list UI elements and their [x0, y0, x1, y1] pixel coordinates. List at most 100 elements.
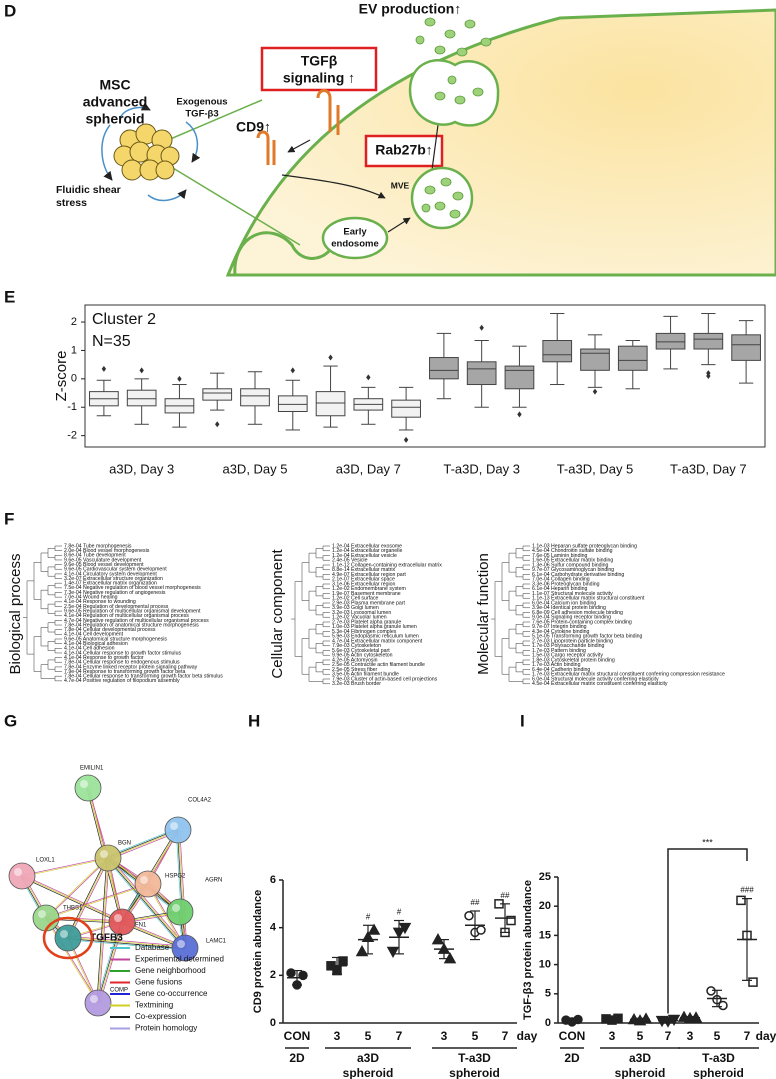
go-term: 4.3e-04 Cytokine binding	[532, 629, 590, 635]
outlier	[592, 388, 598, 395]
go-term: 6.0e-04 Calcium ion binding	[532, 600, 596, 606]
invagination	[233, 231, 332, 276]
highlight-circle	[42, 916, 94, 960]
legend-label: Experimental determined	[135, 955, 224, 964]
y-tick-label: 0	[71, 373, 77, 385]
node-highlight	[172, 904, 180, 912]
go-term: 3.3e-06 Proteoglycan binding	[532, 581, 600, 587]
go-term: 4.1e-04 Circulatory system development	[64, 571, 157, 577]
panel-letter: E	[4, 287, 15, 306]
node-label: HSPG2	[165, 874, 186, 880]
go-term: 2.7e-03 Lipoprotein particle binding	[532, 638, 613, 644]
network-node	[84, 989, 112, 1017]
network-edge	[22, 874, 123, 922]
section-label: T-a3D	[458, 1051, 491, 1065]
network-edge	[98, 922, 123, 1004]
zoom-line	[167, 164, 301, 246]
panel-letter: D	[4, 1, 16, 20]
outlier	[139, 367, 144, 374]
go-term: 3.1e-06 Extracellular region	[332, 581, 396, 587]
significance: ###	[740, 886, 754, 895]
y-tick-label: 1	[71, 344, 77, 356]
go-term: 1.2e-04 Extracellular exosome	[332, 543, 402, 549]
section-label: 2D	[564, 1051, 580, 1065]
data-point	[464, 911, 474, 921]
label: MVE	[391, 180, 410, 190]
network-edge	[177, 830, 185, 949]
plot-frame	[84, 304, 766, 448]
receptors	[256, 89, 340, 165]
go-term: 3.2e-03 Lysosomal lumen	[332, 610, 391, 616]
go-term: 6.4e-04 Cadherin binding	[532, 667, 590, 673]
box	[391, 399, 421, 418]
x-tick-label: 7	[396, 1029, 403, 1043]
go-term: 1.1e-13 Extracellular matrix structural …	[532, 596, 645, 602]
go-term: 9.6e-05 Vasculature development	[64, 557, 142, 563]
node-highlight	[14, 868, 22, 876]
go-term: 4.7e-04 Positive regulation of filopodiu…	[64, 678, 180, 684]
legend-label: Gene neighborhood	[135, 966, 206, 975]
outlier	[290, 367, 295, 374]
box	[466, 361, 497, 386]
significance: ##	[471, 898, 480, 907]
network-node	[108, 908, 136, 936]
fusion	[408, 59, 500, 127]
go-term: 4.1e-04 Cell development	[64, 632, 124, 638]
go-term: 9.6e-05 Cardiovascular system developmen…	[64, 567, 167, 573]
node-label: THBS1	[63, 906, 83, 912]
y-tick-label: 10	[539, 959, 551, 971]
panel-letter: H	[248, 711, 260, 730]
x-tick-label: T-a3D, Day 3	[443, 461, 520, 476]
node-highlight	[90, 995, 98, 1003]
box	[542, 340, 573, 363]
go-term: 1.2e-04 Extracellular organelle	[332, 548, 402, 554]
box	[277, 395, 308, 413]
go-term: 7.5e-04 Negative regulation of blood ves…	[64, 585, 201, 591]
node-label: BGN	[118, 841, 131, 847]
box	[315, 391, 346, 417]
node-label: EMILIN1	[80, 766, 104, 772]
network-edge	[97, 857, 109, 1004]
go-term: 1.8e-03 Cytoskeletal protein binding	[532, 657, 615, 663]
y-axis-label: CD9 protein abundance	[252, 890, 264, 1013]
node-label: COL4A2	[188, 798, 212, 804]
network-edge	[108, 857, 186, 948]
section-label: spheroid	[615, 1066, 666, 1079]
x-tick-label: T-a3D, Day 7	[670, 461, 747, 476]
x-tick-label: 3	[441, 1029, 448, 1043]
node-label: FN1	[135, 923, 147, 929]
go-term: 2.5e-05 Contractile actin filament bundl…	[332, 662, 425, 668]
panel-letter: F	[4, 509, 14, 528]
go-term: 2.7e-03 Platelet alpha granule	[332, 619, 401, 625]
go-term: 1.4e-07 Extracellular matrix organizatio…	[64, 581, 157, 587]
go-term: 7.8e-04 Cellular response to transformin…	[64, 674, 223, 680]
go-term: 4.1e-04 Cellular response to growth fact…	[64, 650, 181, 656]
go-term: 7.9e-03 Cluster of actin-based cell proj…	[332, 676, 438, 682]
network-edge	[179, 829, 188, 948]
network-edge	[45, 883, 148, 918]
network-edge	[67, 857, 109, 939]
go-term: 7.3e-04 Negative regulation of angiogene…	[64, 590, 166, 596]
network-edge	[68, 937, 186, 948]
go-term: 3.9e-04 Identical protein binding	[532, 605, 606, 611]
go-term: 4.1e-04 Response to growth factor	[64, 655, 144, 661]
go-term: 6.8e-09 Cell adhesion molecule binding	[532, 610, 623, 616]
data-point	[386, 946, 400, 959]
go-term: 1.1e-07 Structural molecule activity	[532, 591, 613, 597]
go-term: 4.1e-04 Biological adhesion	[64, 641, 128, 647]
network-node	[54, 924, 82, 952]
go-term: 7.8e-04 Enzyme linked receptor protein s…	[64, 664, 198, 670]
node-label: TGFB3	[90, 933, 123, 944]
x-tick-label: 5	[714, 1029, 721, 1043]
outlier	[101, 365, 107, 372]
network-edge	[45, 918, 98, 1004]
outlier	[366, 374, 371, 381]
panel-letter: G	[4, 711, 17, 730]
label: endosome	[331, 239, 379, 250]
outlier	[177, 375, 182, 382]
network-node	[94, 844, 122, 872]
go-term: 4.1e-04 Cell adhesion	[64, 646, 115, 652]
legend-label: Co-expression	[135, 1012, 187, 1021]
label: Exogenous	[176, 97, 227, 108]
